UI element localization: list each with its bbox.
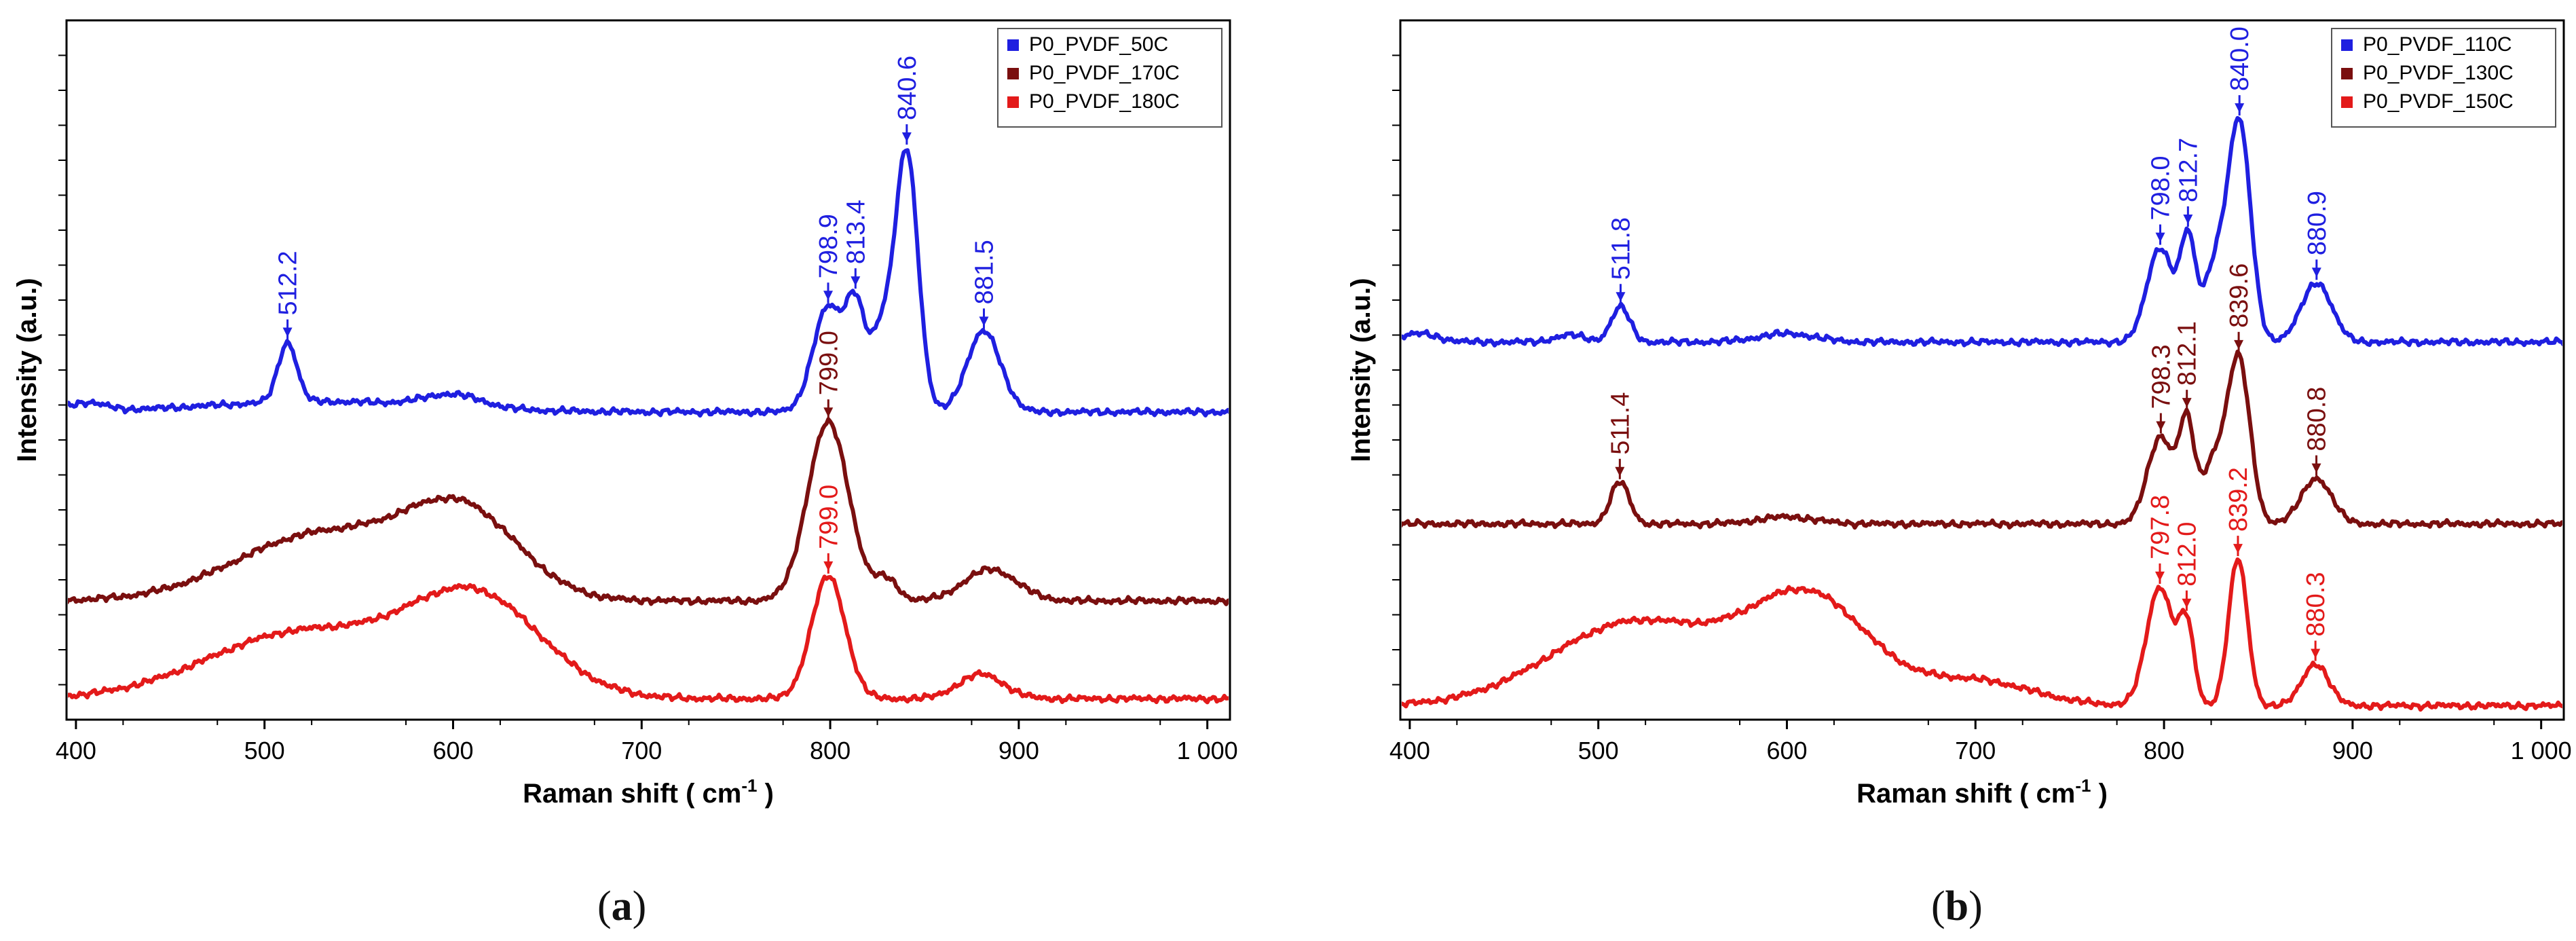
peak-label: 511.8 bbox=[1607, 217, 1635, 280]
x-tick-label: 800 bbox=[810, 737, 851, 764]
peak-arrow bbox=[282, 327, 293, 337]
series-line-P0_PVDF_110C bbox=[1402, 115, 2562, 348]
legend: P0_PVDF_110C P0_PVDF_130C P0_PVDF_150C bbox=[2331, 28, 2556, 128]
peak-label: 880.3 bbox=[2302, 572, 2330, 637]
peak-arrow bbox=[2233, 544, 2243, 554]
x-tick-label: 1 000 bbox=[1177, 737, 1238, 764]
x-tick-label: 600 bbox=[432, 737, 473, 764]
legend-label: P0_PVDF_110C bbox=[2363, 33, 2512, 56]
peak-label: 880.8 bbox=[2303, 387, 2332, 451]
caption-a: (a) bbox=[597, 883, 647, 929]
x-tick-label: 700 bbox=[621, 737, 662, 764]
peak-label: 812.1 bbox=[2173, 321, 2202, 386]
legend-swatch bbox=[1007, 39, 1019, 51]
x-tick-label: 500 bbox=[244, 737, 285, 764]
legend-label: P0_PVDF_50C bbox=[1029, 33, 1168, 56]
chart-panel-b: 400 500 600 700 800 900 1 000 Raman shift ( cm-… bbox=[1346, 19, 2572, 809]
legend-label: P0_PVDF_150C bbox=[2363, 90, 2514, 113]
legend-box bbox=[2331, 28, 2556, 128]
peak-label: 881.5 bbox=[970, 240, 998, 304]
peak-label: 798.3 bbox=[2147, 344, 2176, 409]
peak-arrow bbox=[2235, 103, 2245, 113]
peak-arrow bbox=[2311, 648, 2321, 659]
peak-arrow bbox=[2182, 398, 2192, 408]
series-line-P0_PVDF_150C bbox=[1402, 557, 2562, 712]
peak-label: 512.2 bbox=[274, 251, 303, 315]
peak-arrow bbox=[1615, 466, 1625, 477]
peak-arrow bbox=[2154, 571, 2165, 581]
peak-label: 839.2 bbox=[2224, 467, 2253, 532]
legend-swatch bbox=[2341, 39, 2353, 51]
legend-swatch bbox=[2341, 96, 2353, 108]
x-tick-label: 600 bbox=[1766, 737, 1807, 764]
peak-label: 812.7 bbox=[2174, 138, 2203, 202]
peak-label: 798.0 bbox=[2147, 155, 2176, 220]
x-tick-label: 1 000 bbox=[2511, 737, 2572, 764]
legend-label: P0_PVDF_130C bbox=[2363, 62, 2514, 84]
peak-label: 840.0 bbox=[2226, 26, 2254, 91]
chart-panel-a: 400 500 600 700 800 900 1 000 Raman shift ( cm-… bbox=[12, 19, 1238, 809]
x-axis-label: Raman shift ( cm-1 ) bbox=[1856, 775, 2108, 809]
peak-arrow bbox=[2234, 339, 2244, 350]
series-line-P0_PVDF_180C bbox=[68, 574, 1229, 705]
peak-arrow bbox=[2311, 267, 2321, 278]
peak-label: 839.6 bbox=[2225, 263, 2254, 328]
y-axis-label: Intensity (a.u.) bbox=[12, 278, 42, 462]
x-axis-label: Raman shift ( cm-1 ) bbox=[523, 775, 774, 809]
peak-arrow bbox=[851, 276, 861, 287]
peak-arrow bbox=[2311, 463, 2321, 473]
legend-box bbox=[997, 28, 1222, 128]
peak-arrow bbox=[823, 561, 834, 571]
x-tick-label: 700 bbox=[1955, 737, 1996, 764]
x-tick-label: 400 bbox=[1389, 737, 1430, 764]
peak-arrow bbox=[1616, 292, 1626, 302]
caption-b: (b) bbox=[1931, 883, 1983, 929]
peak-label: 798.9 bbox=[815, 214, 843, 278]
legend-swatch bbox=[2341, 68, 2353, 79]
peak-arrow bbox=[2183, 214, 2193, 224]
peak-label: 511.4 bbox=[1606, 392, 1635, 455]
peak-arrow bbox=[823, 407, 834, 418]
peak-label: 812.0 bbox=[2173, 522, 2201, 587]
series-line-P0_PVDF_50C bbox=[68, 148, 1229, 418]
peak-label: 840.6 bbox=[893, 56, 922, 120]
peak-arrow bbox=[901, 132, 912, 143]
x-tick-label: 800 bbox=[2144, 737, 2184, 764]
legend-label: P0_PVDF_180C bbox=[1029, 90, 1180, 113]
peak-arrow bbox=[979, 316, 989, 327]
peak-label: 880.9 bbox=[2303, 191, 2332, 255]
peak-arrow bbox=[823, 291, 834, 301]
series-line-P0_PVDF_130C bbox=[1402, 349, 2562, 530]
peak-label: 799.0 bbox=[815, 485, 843, 549]
x-tick-label: 500 bbox=[1578, 737, 1619, 764]
series-line-P0_PVDF_170C bbox=[68, 417, 1229, 606]
legend-label: P0_PVDF_170C bbox=[1029, 62, 1180, 84]
peak-arrow bbox=[2155, 232, 2165, 242]
peak-label: 797.8 bbox=[2146, 495, 2175, 559]
peak-label: 813.4 bbox=[842, 200, 870, 264]
x-tick-label: 900 bbox=[998, 737, 1039, 764]
legend: P0_PVDF_50C P0_PVDF_170C P0_PVDF_180C bbox=[997, 28, 1222, 128]
x-tick-label: 900 bbox=[2332, 737, 2373, 764]
peak-arrow bbox=[2182, 598, 2192, 608]
legend-swatch bbox=[1007, 96, 1019, 108]
peak-label: 799.0 bbox=[815, 331, 843, 395]
x-tick-label: 400 bbox=[56, 737, 96, 764]
peak-arrow bbox=[2156, 421, 2166, 431]
y-axis-label: Intensity (a.u.) bbox=[1346, 278, 1376, 462]
legend-swatch bbox=[1007, 68, 1019, 79]
